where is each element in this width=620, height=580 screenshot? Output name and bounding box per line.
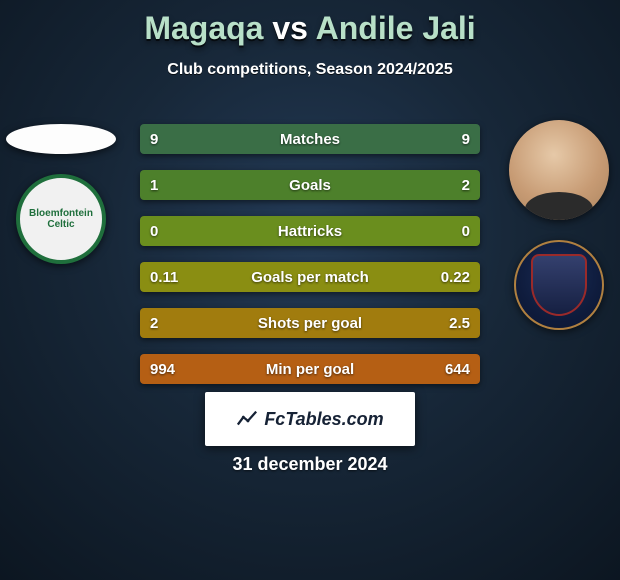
stat-left-value: 0 — [150, 223, 158, 240]
stat-row: 0 Hattricks 0 — [140, 216, 480, 246]
player1-avatar — [6, 124, 116, 154]
stat-row: 9 Matches 9 — [140, 124, 480, 154]
stat-right-value: 2.5 — [449, 315, 470, 332]
stat-label: Goals per match — [251, 269, 369, 286]
stat-label: Hattricks — [278, 223, 342, 240]
stat-right-value: 644 — [445, 361, 470, 378]
stat-right-value: 9 — [462, 131, 470, 148]
date-label: 31 december 2024 — [0, 454, 620, 475]
stat-row: 994 Min per goal 644 — [140, 354, 480, 384]
stat-left-value: 0.11 — [150, 269, 178, 286]
stat-left-value: 1 — [150, 177, 158, 194]
stat-row: 1 Goals 2 — [140, 170, 480, 200]
shield-icon — [531, 254, 587, 316]
stat-right-value: 2 — [462, 177, 470, 194]
brand-text: FcTables.com — [264, 409, 383, 430]
left-column: Bloemfontein Celtic — [6, 120, 116, 264]
subtitle: Club competitions, Season 2024/2025 — [0, 61, 620, 79]
stat-label: Goals — [289, 177, 331, 194]
brand-box: FcTables.com — [205, 392, 415, 446]
stat-left-value: 2 — [150, 315, 158, 332]
stat-label: Shots per goal — [258, 315, 362, 332]
player1-club-name: Bloemfontein Celtic — [26, 208, 96, 230]
stat-right-value: 0 — [462, 223, 470, 240]
stat-row: 0.11 Goals per match 0.22 — [140, 262, 480, 292]
stats-table: 9 Matches 9 1 Goals 2 0 Hattricks 0 0.11 Goals per… — [140, 124, 480, 400]
chart-icon — [236, 408, 258, 430]
stat-label: Min per goal — [266, 361, 354, 378]
stat-left-value: 9 — [150, 131, 158, 148]
stat-label: Matches — [280, 131, 340, 148]
player2-club-badge — [514, 240, 604, 330]
comparison-card: Magaqa vs Andile Jali Club competitions,… — [0, 0, 620, 580]
stat-row: 2 Shots per goal 2.5 — [140, 308, 480, 338]
stat-left-value: 994 — [150, 361, 175, 378]
stat-right-value: 0.22 — [441, 269, 470, 286]
title-player1: Magaqa — [144, 10, 263, 46]
right-column — [504, 120, 614, 330]
page-title: Magaqa vs Andile Jali — [0, 0, 620, 47]
title-vs: vs — [272, 10, 308, 46]
player1-club-badge: Bloemfontein Celtic — [16, 174, 106, 264]
player2-avatar — [509, 120, 609, 220]
title-player2: Andile Jali — [316, 10, 476, 46]
